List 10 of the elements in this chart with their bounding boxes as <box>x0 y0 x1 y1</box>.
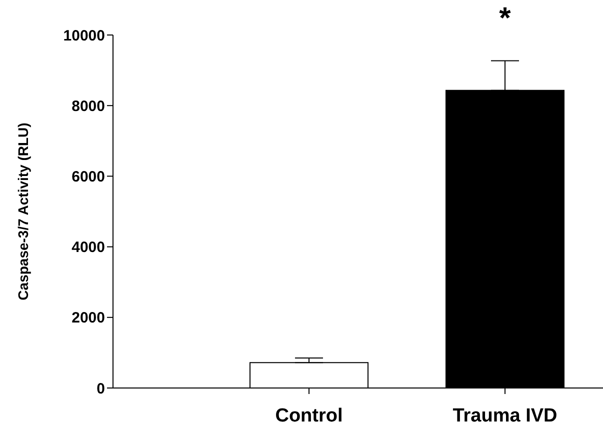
annotation: * <box>498 2 512 36</box>
y-axis-title: Caspase-3/7 Activity (RLU) <box>14 122 31 300</box>
y-tick-label: 4000 <box>72 239 105 256</box>
y-tick-label: 6000 <box>72 168 105 186</box>
y-tick-label: 2000 <box>72 310 105 327</box>
y-tick-label: 10000 <box>63 27 105 44</box>
y-tick-label: 8000 <box>72 98 105 115</box>
x-tick-label: Trauma IVD <box>452 405 558 426</box>
y-tick-label: 0 <box>96 380 105 398</box>
x-tick-label: Control <box>275 405 343 426</box>
